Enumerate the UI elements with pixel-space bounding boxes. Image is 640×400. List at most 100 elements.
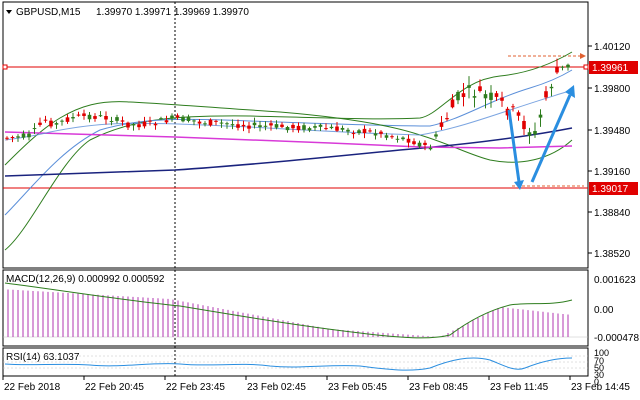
candle-body (192, 120, 196, 122)
candle-body (137, 124, 141, 128)
level-handle-icon[interactable] (583, 64, 589, 70)
candle-body (549, 86, 554, 89)
candle-body (60, 120, 64, 122)
candle-body (335, 126, 339, 131)
ohlc-readout: 1.39970 1.39971 1.39969 1.39970 (96, 7, 249, 18)
candle-body (230, 124, 235, 126)
time-tick: 23 Feb 11:45 (490, 382, 549, 393)
candle-body (115, 117, 119, 121)
candle-body (76, 114, 81, 116)
candle-body (219, 122, 224, 124)
candle-body (175, 115, 180, 118)
up-arrow-icon (565, 85, 575, 98)
candle-body (516, 112, 521, 116)
candle-body (555, 66, 559, 73)
candle-body (247, 125, 251, 129)
rsi-label: RSI(14) 63.1037 (6, 352, 80, 363)
candle-body (357, 130, 361, 134)
candle-body (379, 131, 383, 134)
symbol-label: GBPUSD,M15 (16, 7, 81, 18)
candle-body (170, 115, 174, 119)
candle-body (38, 122, 42, 125)
candle-body (412, 141, 416, 145)
price-tick: 1.39800 (594, 84, 631, 95)
candle-body (27, 133, 31, 138)
trend-arrows (507, 85, 575, 190)
price-tick: 1.38520 (594, 249, 631, 260)
candle-body (93, 116, 97, 119)
candle-body (445, 118, 449, 120)
candle-body (368, 130, 372, 132)
candle-body (285, 127, 290, 131)
macd-signal-line (4, 282, 573, 339)
candle-body (395, 138, 400, 140)
down-arrow-line (507, 109, 521, 183)
macd-histogram (7, 289, 569, 337)
candle-body (214, 120, 218, 122)
dropdown-triangle-icon[interactable] (6, 10, 12, 14)
candle-body (500, 97, 504, 101)
candle-body (302, 125, 306, 130)
candle-body (351, 133, 356, 135)
candle-body (159, 118, 163, 120)
time-tick: 23 Feb 05:45 (328, 382, 387, 393)
candle-body (329, 126, 334, 129)
level-price-lower: 1.39017 (592, 184, 629, 195)
rsi-tick: 100 (594, 348, 609, 358)
price-tick: 1.40120 (594, 42, 631, 53)
time-tick: 23 Feb 14:45 (571, 382, 630, 393)
candle-body (511, 106, 515, 108)
candle-body (274, 124, 279, 128)
candle-body (126, 122, 130, 128)
candle-body (417, 142, 422, 147)
candle-body (544, 91, 548, 98)
moving-average-fast (4, 69, 573, 216)
candle-body (54, 123, 59, 125)
candle-body (401, 137, 405, 140)
candle-body (82, 113, 86, 116)
time-tick: 22 Feb 2018 (4, 382, 61, 393)
candlestick-series (5, 58, 570, 151)
candle-body (263, 125, 268, 127)
rsi-line (4, 357, 573, 371)
candle-body (186, 117, 191, 122)
candle-body (505, 108, 510, 116)
time-tick: 22 Feb 20:45 (85, 382, 144, 393)
candle-body (21, 133, 26, 138)
candle-body (467, 85, 471, 88)
candle-body (5, 137, 9, 139)
candle-body (164, 120, 169, 123)
candle-body (225, 123, 229, 125)
candle-body (472, 96, 477, 98)
candle-body (43, 119, 48, 121)
time-tick: 23 Feb 08:45 (409, 382, 468, 393)
moving-average-magenta (4, 131, 573, 149)
macd-panel[interactable] (2, 269, 589, 347)
candle-body (71, 117, 75, 119)
candle-body (49, 120, 53, 127)
candle-body (98, 115, 103, 117)
rsi-tick: 30 (594, 370, 604, 380)
candle-body (236, 124, 240, 128)
level-price-tag-upper (589, 61, 638, 74)
candle-body (346, 129, 350, 132)
candle-body (153, 123, 158, 126)
candle-body (428, 147, 433, 150)
candle-body (406, 138, 411, 143)
candle-body (461, 93, 466, 98)
candle-body (340, 127, 345, 130)
candle-body (478, 86, 482, 91)
candle-body (538, 114, 543, 118)
time-tick: 22 Feb 23:45 (166, 382, 225, 393)
level-handle-icon[interactable] (2, 64, 8, 70)
candle-body (32, 128, 37, 130)
level-price-upper: 1.39961 (592, 63, 629, 74)
candle-body (494, 93, 499, 97)
rsi-tick: 70 (594, 356, 604, 366)
price-tick: 1.39160 (594, 167, 631, 178)
candle-body (313, 126, 317, 128)
candle-body (258, 125, 262, 128)
macd-tick: 0.001623 (594, 275, 636, 286)
candle-body (241, 124, 246, 127)
